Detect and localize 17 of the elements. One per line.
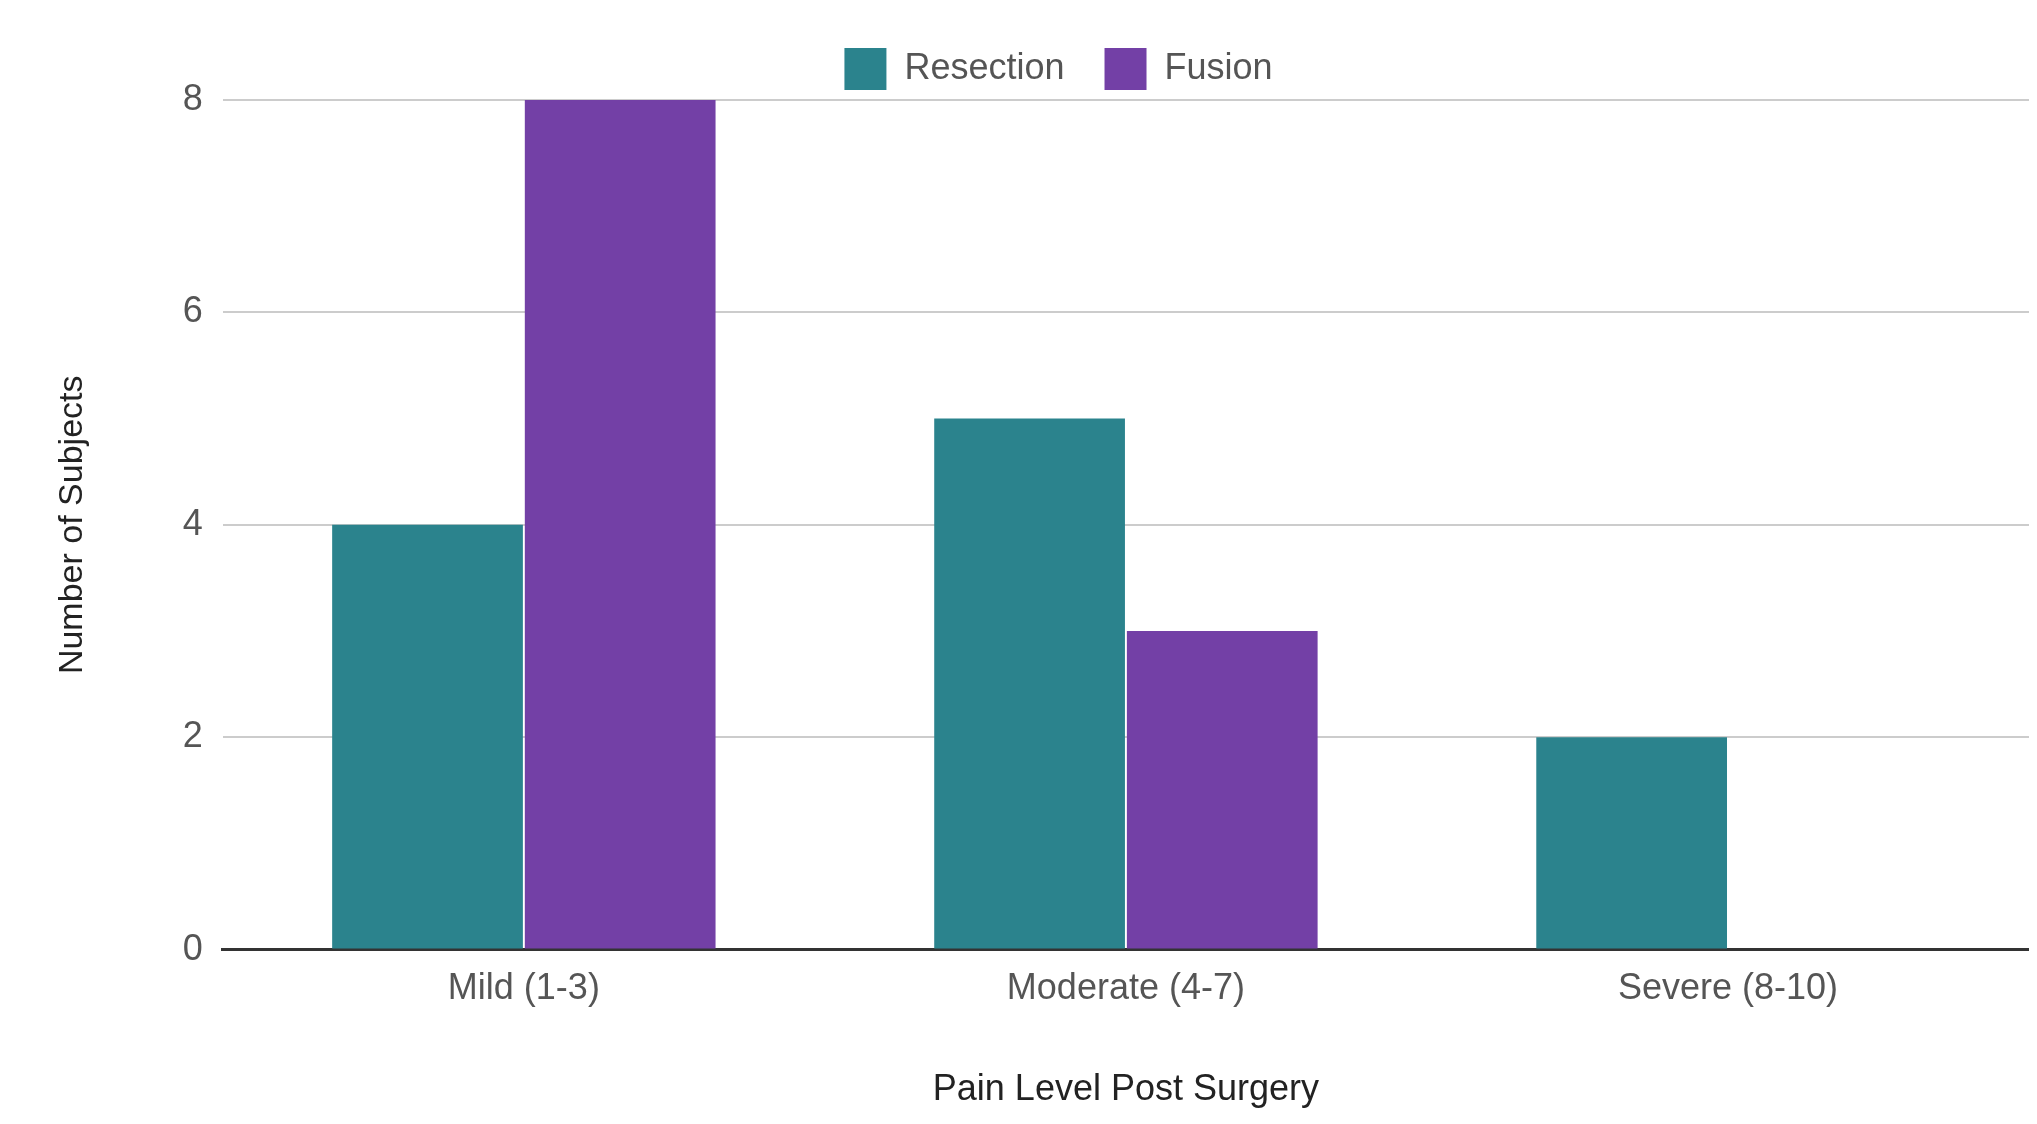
- y-axis-title: Number of Subjects: [50, 375, 89, 675]
- x-tick-label: Moderate (4-7): [1006, 966, 1245, 1008]
- legend-label: Resection: [904, 45, 1065, 87]
- y-tick-label: 6: [182, 289, 203, 331]
- bar: [524, 100, 716, 949]
- y-tick-label: 4: [182, 501, 203, 543]
- y-tick-label: 0: [182, 926, 203, 968]
- bar: [1536, 737, 1728, 949]
- bar: [1126, 631, 1318, 949]
- y-tick-label: 2: [182, 714, 203, 756]
- x-tick-label: Mild (1-3): [447, 966, 600, 1008]
- legend-label: Fusion: [1164, 45, 1273, 87]
- x-tick-label: Severe (8-10): [1617, 966, 1839, 1008]
- bar: [934, 418, 1125, 949]
- y-tick-label: 8: [182, 76, 203, 118]
- x-axis-title: Pain Level Post Surgery: [932, 1067, 1320, 1109]
- bar: [332, 524, 523, 949]
